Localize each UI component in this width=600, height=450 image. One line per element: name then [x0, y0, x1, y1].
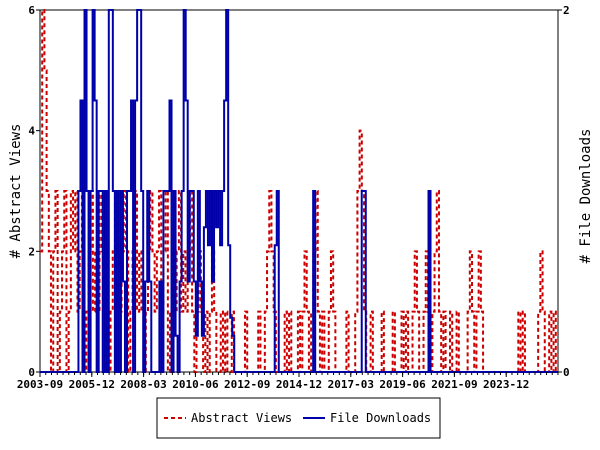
- legend-box: [156, 397, 441, 439]
- y-right-tick-label: 2: [563, 4, 570, 17]
- x-tick-label: 2019-06: [379, 378, 426, 391]
- x-tick-label: 2010-06: [172, 378, 219, 391]
- x-tick-label: 2014-12: [276, 378, 322, 391]
- x-tick-label: 2012-09: [224, 378, 270, 391]
- y-right-axis-title: # File Downloads: [578, 129, 594, 264]
- x-tick-label: 2023-12: [483, 378, 529, 391]
- y-left-axis-title: # Abstract Views: [8, 124, 24, 259]
- legend: Abstract Views File Downloads: [156, 397, 441, 439]
- x-tick-label: 2017-03: [328, 378, 374, 391]
- y-right-tick-label: 0: [563, 366, 570, 379]
- legend-label-file-downloads: File Downloads: [330, 411, 431, 425]
- y-left-tick-label: 4: [28, 125, 35, 138]
- y-right-axis: 02: [558, 4, 570, 379]
- x-tick-label: 2021-09: [431, 378, 477, 391]
- series-line-file-downloads: [40, 9, 558, 373]
- x-tick-label: 2008-03: [120, 378, 166, 391]
- y-left-tick-label: 6: [28, 4, 35, 17]
- y-left-axis: 0 2 4 6: [28, 4, 40, 379]
- x-axis: 2003-09 2005-12 2008-03 2010-06 2012-09 2014-…: [17, 372, 559, 391]
- y-left-tick-label: 0: [28, 366, 35, 379]
- legend-label-abstract-views: Abstract Views: [191, 411, 292, 425]
- y-left-tick-label: 2: [28, 245, 35, 258]
- x-tick-label: 2005-12: [69, 378, 115, 391]
- x-tick-label: 2003-09: [17, 378, 63, 391]
